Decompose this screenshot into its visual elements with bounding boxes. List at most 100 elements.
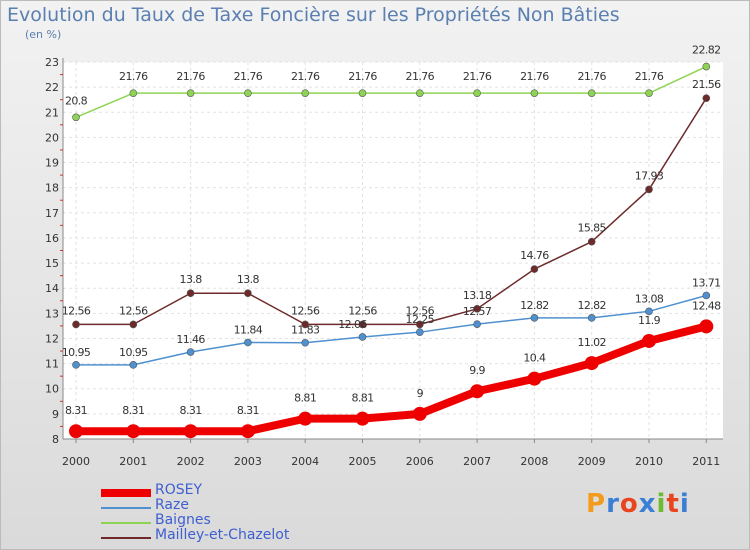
data-label: 15.85 xyxy=(577,222,606,235)
x-tick-label: 2006 xyxy=(406,455,434,468)
x-tick-label: 2003 xyxy=(234,455,262,468)
data-point xyxy=(702,291,711,300)
logo-letter: i xyxy=(656,489,667,519)
data-label: 13.8 xyxy=(180,273,203,286)
data-point xyxy=(587,237,596,246)
data-label: 12.57 xyxy=(463,305,492,318)
data-point xyxy=(358,89,367,97)
x-tick-label: 2010 xyxy=(635,455,663,468)
data-point xyxy=(587,314,596,322)
data-label: 9.9 xyxy=(469,364,485,377)
x-tick-label: 2011 xyxy=(692,455,720,468)
data-point xyxy=(186,289,195,298)
series-line-rosey xyxy=(76,322,708,436)
grid xyxy=(63,61,723,440)
data-label: 8.81 xyxy=(294,392,316,405)
data-label: 12.56 xyxy=(119,304,148,317)
data-point xyxy=(186,348,195,356)
x-tick-label: 2000 xyxy=(62,455,90,468)
data-label: 12.25 xyxy=(406,313,435,326)
data-point xyxy=(412,406,427,421)
data-label: 21.76 xyxy=(635,70,664,83)
data-point xyxy=(301,338,310,347)
data-label: 11.83 xyxy=(291,324,320,337)
y-tick-label: 12 xyxy=(45,332,59,345)
data-label: 22.82 xyxy=(692,44,721,57)
x-tick-label: 2002 xyxy=(177,455,205,468)
data-point xyxy=(129,361,138,369)
x-tick-label: 2001 xyxy=(119,455,147,468)
series-layer xyxy=(69,62,714,439)
legend-swatch xyxy=(101,522,151,524)
data-point xyxy=(415,89,424,97)
chart-title: Evolution du Taux de Taxe Foncière sur l… xyxy=(7,4,620,26)
logo-letter: x xyxy=(638,489,657,519)
proxiti-logo: Proxiti xyxy=(586,489,690,519)
legend-swatch xyxy=(101,489,151,497)
data-label: 12.48 xyxy=(692,299,721,312)
y-tick-label: 23 xyxy=(45,56,59,69)
data-label: 21.76 xyxy=(348,70,377,83)
data-label: 9 xyxy=(417,387,424,400)
data-point xyxy=(244,89,252,97)
y-tick-label: 21 xyxy=(45,106,59,119)
x-tick-label: 2004 xyxy=(291,455,319,468)
legend-label: Raze xyxy=(155,497,189,513)
data-point xyxy=(129,89,138,97)
x-tick-label: 2008 xyxy=(520,455,548,468)
logo-letter: i xyxy=(679,489,690,519)
data-point xyxy=(702,62,711,71)
legend-label: ROSEY xyxy=(155,482,203,498)
data-point xyxy=(473,305,481,313)
data-label: 8.31 xyxy=(122,404,144,417)
data-point xyxy=(530,265,539,273)
data-label: 10.4 xyxy=(523,352,546,365)
data-label: 8.31 xyxy=(237,404,259,417)
data-label: 21.56 xyxy=(692,78,721,91)
y-tick-label: 18 xyxy=(45,182,59,195)
data-point xyxy=(72,113,80,122)
data-label: 21.76 xyxy=(176,70,205,83)
series-line-mailley-et-chazelot xyxy=(76,97,707,326)
data-point xyxy=(301,320,310,329)
data-label: 12.82 xyxy=(577,299,606,312)
data-label: 13.8 xyxy=(237,273,260,286)
data-label: 14.76 xyxy=(520,249,549,262)
data-point xyxy=(699,319,714,334)
data-label: 21.76 xyxy=(406,70,435,83)
data-point xyxy=(415,328,424,336)
data-label: 8.81 xyxy=(351,392,373,405)
data-label: 8.31 xyxy=(65,404,87,417)
data-point xyxy=(183,424,198,439)
data-label: 21.76 xyxy=(463,70,492,83)
data-label: 12.56 xyxy=(406,304,435,317)
data-label: 12.56 xyxy=(291,304,320,317)
data-label: 12.56 xyxy=(348,304,377,317)
data-point xyxy=(470,384,485,399)
y-tick-label: 22 xyxy=(45,81,59,94)
y-tick-label: 16 xyxy=(45,232,59,245)
x-tick-label: 2009 xyxy=(578,455,606,468)
data-label: 12.06 xyxy=(338,318,367,331)
data-label: 21.76 xyxy=(234,70,263,83)
data-point xyxy=(358,333,367,341)
legend-label: Mailley-et-Chazelot xyxy=(155,527,290,543)
logo-letter: r xyxy=(606,489,620,519)
unit-label: (en %) xyxy=(25,28,62,41)
y-tick-label: 15 xyxy=(45,257,59,270)
data-point xyxy=(645,185,653,194)
data-label: 11.84 xyxy=(234,323,263,336)
y-tick-label: 8 xyxy=(52,433,59,446)
data-point xyxy=(244,289,252,298)
x-tick-label: 2007 xyxy=(463,455,491,468)
data-point xyxy=(126,424,141,439)
data-label: 11.9 xyxy=(638,314,661,327)
data-label: 11.46 xyxy=(176,333,205,346)
data-label: 17.93 xyxy=(635,169,664,182)
data-point xyxy=(72,320,80,329)
plot-area xyxy=(63,62,723,439)
data-point xyxy=(301,89,310,97)
y-tick-label: 10 xyxy=(45,383,59,396)
data-label: 21.76 xyxy=(520,70,549,83)
